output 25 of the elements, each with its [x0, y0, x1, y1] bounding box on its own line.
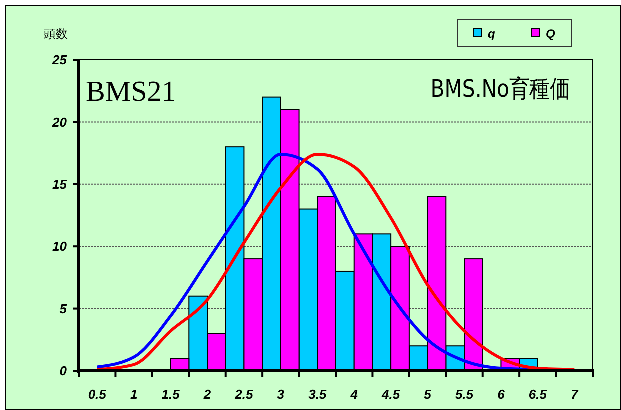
- x-tick-label: 6.5: [528, 387, 548, 402]
- y-tick-label: 25: [52, 52, 68, 68]
- y-tick-label: 0: [60, 364, 68, 379]
- legend-label: q: [488, 27, 496, 41]
- x-tick-label: 2.5: [234, 387, 254, 402]
- y-tick-label: 10: [52, 239, 68, 254]
- y-axis-title: 頭数: [44, 27, 68, 41]
- x-tick-label: 0.5: [88, 387, 108, 402]
- annotation: BMS.No育種価: [430, 75, 570, 104]
- legend-label: Q: [546, 27, 556, 41]
- y-tick-label: 20: [52, 114, 68, 130]
- x-tick-label: 6: [498, 387, 506, 402]
- y-tick-label: 5: [60, 301, 68, 316]
- x-tick-label: 3: [277, 387, 286, 402]
- x-tick-label: 2: [202, 387, 212, 402]
- x-tick-label: 4.5: [381, 387, 401, 402]
- x-tick-label: 3.5: [308, 387, 328, 402]
- x-tick-label: 5: [424, 387, 432, 402]
- annotation: BMS21: [86, 76, 176, 108]
- x-tick-label: 1.5: [162, 387, 181, 402]
- x-tick-label: 5.5: [455, 387, 474, 402]
- x-tick-label: 7: [571, 387, 580, 402]
- y-tick-label: 15: [52, 176, 68, 192]
- x-tick-label: 1: [130, 387, 138, 402]
- x-tick-label: 4: [350, 387, 359, 402]
